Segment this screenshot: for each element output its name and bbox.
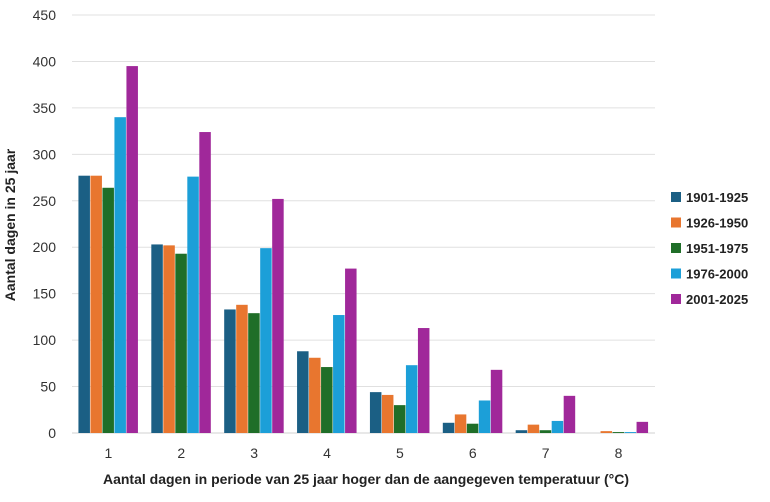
bar-1951-1975-2 [175, 253, 187, 433]
y-tick-label: 0 [48, 425, 56, 441]
bar-1976-2000-8 [624, 432, 637, 433]
bar-2001-2025-4 [345, 268, 357, 433]
bar-1976-2000-7 [551, 420, 564, 433]
bar-1901-1925-3 [224, 309, 236, 433]
bar-1976-2000-5 [405, 365, 418, 433]
bar-1926-1950-4 [309, 357, 321, 433]
bar-1901-1925-1 [78, 175, 90, 433]
legend-label: 1976-2000 [686, 267, 748, 282]
y-tick-label: 100 [33, 332, 57, 348]
y-tick-label: 450 [33, 7, 57, 23]
y-tick-label: 300 [33, 146, 57, 162]
bar-1951-1975-6 [466, 423, 479, 433]
bar-1926-1950-7 [527, 424, 540, 433]
bar-1951-1975-4 [321, 367, 333, 433]
bar-2001-2025-7 [563, 395, 576, 433]
bar-1976-2000-6 [478, 400, 491, 433]
bar-1926-1950-5 [381, 394, 394, 433]
bar-2001-2025-2 [199, 132, 211, 434]
x-tick-label: 6 [469, 445, 477, 461]
y-tick-label: 250 [33, 193, 57, 209]
bar-1901-1925-6 [442, 422, 455, 433]
legend-label: 2001-2025 [686, 292, 748, 307]
legend-swatch [671, 294, 681, 304]
bar-1926-1950-8 [600, 431, 613, 433]
x-tick-label: 8 [615, 445, 623, 461]
bars [78, 66, 649, 434]
x-tick-label: 1 [105, 445, 113, 461]
y-tick-label: 400 [33, 53, 57, 69]
y-axis-label: Aantal dagen in 25 jaar [2, 148, 18, 301]
x-axis-ticks: 1 2 3 4 5 6 7 8 [105, 445, 623, 461]
bar-1951-1975-8 [612, 432, 625, 433]
bar-2001-2025-8 [636, 421, 649, 433]
x-tick-label: 7 [542, 445, 550, 461]
bar-1976-2000-2 [187, 176, 199, 434]
bar-2001-2025-3 [272, 198, 284, 433]
x-tick-label: 4 [323, 445, 331, 461]
y-tick-label: 50 [40, 379, 56, 395]
x-axis-label: Aantal dagen in periode van 25 jaar hoge… [103, 471, 629, 487]
bar-1951-1975-3 [248, 313, 260, 433]
y-tick-label: 150 [33, 286, 57, 302]
bar-1926-1950-2 [163, 245, 175, 433]
legend-swatch [671, 192, 681, 202]
y-tick-label: 350 [33, 100, 57, 116]
bar-1901-1925-4 [297, 351, 309, 433]
x-tick-label: 3 [250, 445, 258, 461]
bar-1951-1975-5 [393, 405, 406, 433]
bar-1976-2000-4 [333, 315, 345, 433]
y-tick-label: 200 [33, 239, 57, 255]
x-tick-label: 5 [396, 445, 404, 461]
bar-1901-1925-7 [515, 430, 528, 433]
x-tick-label: 2 [177, 445, 185, 461]
legend: 1901-1925 1926-1950 1951-1975 1976-2000 2001… [671, 190, 748, 307]
bar-1951-1975-7 [539, 430, 552, 433]
bar-2001-2025-1 [126, 66, 138, 433]
legend-swatch [671, 217, 681, 228]
y-axis-ticks: 0 50 100 150 200 250 300 350 400 450 [33, 7, 57, 441]
bar-2001-2025-5 [417, 328, 430, 433]
bar-1926-1950-1 [90, 175, 102, 433]
legend-label: 1926-1950 [686, 216, 748, 231]
bar-2001-2025-6 [490, 369, 503, 433]
bar-1951-1975-1 [102, 187, 114, 433]
bar-1976-2000-1 [114, 117, 126, 433]
bar-1926-1950-3 [236, 304, 248, 433]
legend-label: 1951-1975 [686, 241, 748, 256]
bar-1901-1925-5 [369, 392, 382, 433]
bar-1976-2000-3 [260, 248, 272, 433]
bar-1926-1950-6 [454, 414, 467, 433]
legend-label: 1901-1925 [686, 190, 748, 205]
legend-swatch [671, 268, 681, 279]
legend-swatch [671, 243, 681, 253]
bar-1901-1925-2 [151, 244, 163, 433]
